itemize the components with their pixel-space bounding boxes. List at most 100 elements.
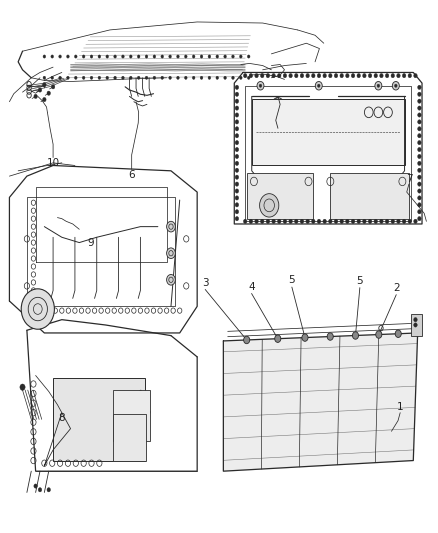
Circle shape: [306, 74, 309, 78]
Circle shape: [232, 55, 234, 58]
Circle shape: [315, 82, 322, 90]
Circle shape: [235, 216, 239, 221]
Bar: [330, 173, 409, 219]
Circle shape: [184, 76, 187, 79]
Circle shape: [418, 175, 421, 179]
Circle shape: [166, 248, 175, 259]
Circle shape: [414, 219, 417, 223]
Circle shape: [363, 74, 366, 78]
Circle shape: [328, 74, 332, 78]
Circle shape: [294, 74, 298, 78]
Circle shape: [235, 127, 239, 131]
Circle shape: [90, 55, 93, 58]
Circle shape: [184, 55, 187, 58]
Circle shape: [418, 168, 421, 172]
Circle shape: [161, 55, 163, 58]
Circle shape: [323, 74, 326, 78]
Circle shape: [216, 55, 219, 58]
Circle shape: [418, 209, 421, 214]
Circle shape: [244, 74, 247, 78]
Circle shape: [289, 74, 292, 78]
Circle shape: [374, 219, 378, 223]
Circle shape: [114, 55, 117, 58]
Circle shape: [169, 55, 171, 58]
Circle shape: [74, 55, 77, 58]
Polygon shape: [223, 333, 418, 471]
Circle shape: [34, 94, 37, 99]
Circle shape: [235, 175, 239, 179]
Circle shape: [266, 219, 270, 223]
Circle shape: [240, 55, 242, 58]
Circle shape: [59, 76, 61, 79]
Circle shape: [395, 330, 401, 337]
Circle shape: [255, 74, 258, 78]
Circle shape: [200, 55, 203, 58]
Circle shape: [43, 76, 46, 79]
Circle shape: [235, 155, 239, 159]
Circle shape: [177, 76, 179, 79]
Circle shape: [397, 219, 400, 223]
Circle shape: [334, 219, 338, 223]
Circle shape: [380, 219, 383, 223]
Circle shape: [235, 120, 239, 124]
Text: 5: 5: [289, 275, 295, 285]
Bar: [113, 390, 150, 441]
Circle shape: [272, 219, 276, 223]
Circle shape: [375, 82, 382, 90]
Circle shape: [418, 141, 421, 145]
Circle shape: [306, 219, 309, 223]
Circle shape: [327, 333, 333, 340]
Circle shape: [235, 168, 239, 172]
Circle shape: [235, 85, 239, 90]
Circle shape: [67, 55, 69, 58]
Circle shape: [42, 83, 46, 87]
Circle shape: [385, 219, 389, 223]
Bar: [252, 99, 405, 165]
Circle shape: [166, 221, 175, 232]
Circle shape: [235, 99, 239, 103]
Text: 8: 8: [59, 413, 65, 423]
Circle shape: [408, 219, 412, 223]
Circle shape: [351, 219, 355, 223]
Circle shape: [418, 182, 421, 186]
Circle shape: [82, 76, 85, 79]
Text: 10: 10: [46, 158, 60, 168]
Circle shape: [259, 84, 262, 87]
Circle shape: [418, 120, 421, 124]
Circle shape: [392, 82, 399, 90]
Circle shape: [272, 74, 276, 78]
Circle shape: [283, 74, 287, 78]
Circle shape: [235, 196, 239, 200]
Circle shape: [74, 76, 77, 79]
Circle shape: [418, 155, 421, 159]
Circle shape: [275, 335, 281, 342]
Circle shape: [82, 55, 85, 58]
Circle shape: [353, 332, 359, 339]
Text: 4: 4: [248, 281, 255, 292]
Circle shape: [145, 76, 148, 79]
Circle shape: [311, 219, 315, 223]
Circle shape: [368, 219, 372, 223]
Circle shape: [318, 84, 320, 87]
Circle shape: [317, 219, 321, 223]
Circle shape: [235, 209, 239, 214]
Circle shape: [414, 318, 417, 322]
Circle shape: [169, 76, 171, 79]
Text: 1: 1: [397, 402, 403, 413]
Circle shape: [34, 484, 37, 488]
Circle shape: [340, 74, 343, 78]
Circle shape: [98, 55, 101, 58]
Circle shape: [47, 488, 50, 492]
Circle shape: [357, 74, 360, 78]
Circle shape: [418, 85, 421, 90]
Circle shape: [38, 88, 42, 92]
Circle shape: [130, 55, 132, 58]
Circle shape: [192, 76, 195, 79]
Circle shape: [47, 91, 50, 95]
Circle shape: [261, 74, 264, 78]
Circle shape: [334, 74, 338, 78]
Circle shape: [418, 196, 421, 200]
Circle shape: [38, 488, 42, 492]
Circle shape: [418, 134, 421, 138]
Circle shape: [145, 55, 148, 58]
